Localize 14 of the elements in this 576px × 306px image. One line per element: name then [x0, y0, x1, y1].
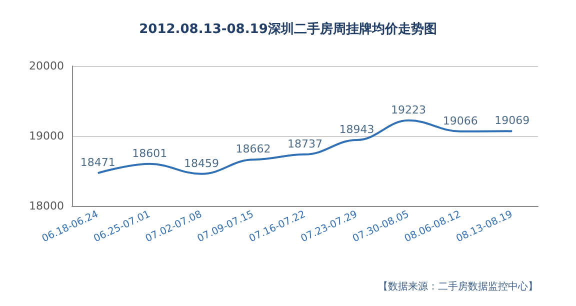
- y-tick-label: 19000: [29, 130, 64, 142]
- data-label: 19066: [442, 114, 478, 128]
- data-label: 18601: [132, 146, 168, 160]
- data-label: 18943: [339, 122, 374, 136]
- y-tick-label: 20000: [29, 60, 64, 72]
- data-label: 18459: [184, 156, 219, 170]
- data-label: 18471: [80, 156, 116, 170]
- y-tick-label: 18000: [29, 200, 64, 212]
- text: 【数据来源：二手房数据监控中心】: [378, 280, 538, 292]
- chart-title: 2012.08.13-08.19深圳二手房周挂牌均价走势图: [139, 21, 437, 37]
- data-label: 19223: [391, 103, 426, 116]
- data-label: 18662: [236, 142, 271, 156]
- data-label: 19069: [494, 114, 530, 128]
- data-label: 18737: [288, 137, 322, 150]
